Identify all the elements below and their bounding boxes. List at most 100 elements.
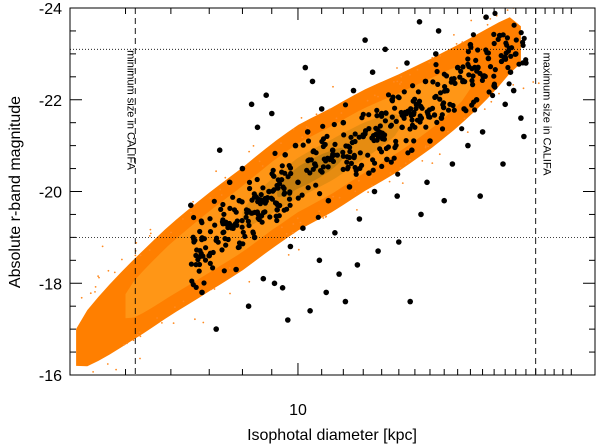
califa-point — [318, 168, 324, 174]
califa-point — [304, 129, 311, 135]
califa-point — [287, 243, 294, 250]
califa-point — [233, 266, 239, 273]
califa-point — [477, 193, 484, 199]
califa-point — [521, 133, 527, 140]
califa-point — [424, 179, 430, 186]
califa-point — [382, 46, 389, 53]
califa-point — [193, 284, 199, 290]
califa-point — [460, 79, 466, 85]
califa-point — [473, 57, 479, 64]
califa-point — [418, 211, 424, 218]
califa-point — [513, 37, 519, 43]
califa-point — [207, 216, 213, 222]
sparse-point — [489, 18, 492, 20]
sparse-point — [498, 92, 500, 95]
califa-point — [310, 166, 316, 172]
califa-point — [393, 118, 399, 124]
califa-point — [234, 222, 240, 228]
sparse-point — [192, 200, 195, 203]
sparse-point — [301, 136, 304, 139]
califa-point — [279, 169, 285, 175]
max-size-annotation: maximum size in CALIFA — [541, 53, 553, 177]
califa-point — [213, 326, 219, 332]
califa-point — [287, 202, 293, 208]
califa-point — [362, 37, 368, 43]
califa-point — [281, 185, 287, 192]
califa-point — [359, 115, 365, 121]
califa-point — [257, 201, 263, 207]
sparse-point — [447, 130, 449, 133]
califa-point — [474, 68, 480, 74]
sparse-point — [453, 34, 455, 36]
califa-point — [434, 119, 440, 125]
sparse-point — [213, 288, 216, 290]
califa-point — [295, 179, 301, 186]
califa-point — [198, 218, 204, 224]
sparse-point — [182, 218, 184, 220]
califa-point — [435, 81, 441, 87]
sparse-point — [416, 68, 419, 71]
sparse-point — [182, 300, 185, 303]
califa-point — [345, 164, 351, 170]
sparse-point — [107, 269, 110, 272]
califa-point — [451, 76, 457, 82]
sparse-point — [174, 306, 176, 309]
sparse-point — [224, 181, 227, 183]
califa-point — [458, 68, 464, 74]
califa-point — [267, 214, 273, 220]
califa-point — [340, 153, 346, 159]
sparse-point — [305, 126, 308, 128]
califa-point — [409, 117, 415, 123]
califa-point — [504, 35, 510, 41]
califa-point — [383, 145, 389, 152]
sparse-point — [297, 248, 300, 251]
califa-point — [437, 96, 443, 102]
califa-point — [244, 210, 250, 216]
califa-point — [418, 103, 424, 109]
sparse-point — [388, 180, 391, 183]
califa-point — [202, 257, 209, 263]
sparse-point — [135, 242, 138, 244]
califa-point — [239, 199, 245, 205]
califa-point — [336, 271, 342, 277]
califa-point — [503, 40, 509, 46]
califa-point — [521, 35, 527, 42]
califa-point — [460, 64, 466, 70]
califa-point — [302, 64, 309, 71]
x-axis-title: Isophotal diameter [kpc] — [247, 427, 417, 444]
sparse-point — [399, 83, 401, 85]
califa-point — [351, 152, 357, 158]
sparse-point — [115, 368, 117, 371]
sparse-point — [89, 292, 92, 295]
califa-point — [188, 202, 194, 209]
califa-point — [340, 119, 347, 126]
sparse-point — [299, 221, 302, 224]
califa-point — [315, 214, 321, 220]
califa-point — [325, 197, 332, 204]
califa-point — [274, 217, 280, 224]
y-tick-label: -16 — [39, 368, 62, 385]
plot-area — [70, 8, 595, 375]
califa-point — [343, 143, 349, 149]
califa-point — [334, 152, 340, 158]
sparse-point — [170, 231, 172, 234]
califa-point — [230, 194, 236, 200]
sparse-point — [92, 371, 94, 373]
califa-point — [511, 22, 517, 28]
sparse-point — [149, 228, 152, 231]
califa-point — [191, 214, 197, 221]
califa-point — [287, 189, 293, 195]
sparse-point — [399, 166, 402, 169]
sparse-point — [224, 176, 227, 179]
califa-point — [251, 234, 258, 241]
califa-point — [313, 182, 319, 188]
sparse-point — [261, 165, 264, 167]
califa-point — [465, 56, 471, 62]
califa-point — [382, 118, 388, 124]
califa-point — [463, 108, 469, 114]
califa-point — [365, 152, 371, 158]
califa-point — [471, 99, 477, 105]
sparse-point — [512, 84, 515, 86]
califa-point — [437, 90, 444, 96]
